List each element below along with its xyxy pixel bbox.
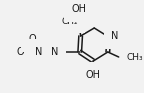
Text: OH: OH: [86, 70, 101, 80]
Text: NH: NH: [35, 47, 50, 57]
Text: N: N: [51, 47, 58, 57]
Text: O: O: [29, 34, 36, 44]
Text: CH₂: CH₂: [61, 16, 78, 25]
Text: OH: OH: [71, 4, 86, 14]
Text: CH₃: CH₃: [127, 53, 143, 61]
Text: O: O: [16, 47, 24, 57]
Text: N: N: [111, 31, 119, 41]
